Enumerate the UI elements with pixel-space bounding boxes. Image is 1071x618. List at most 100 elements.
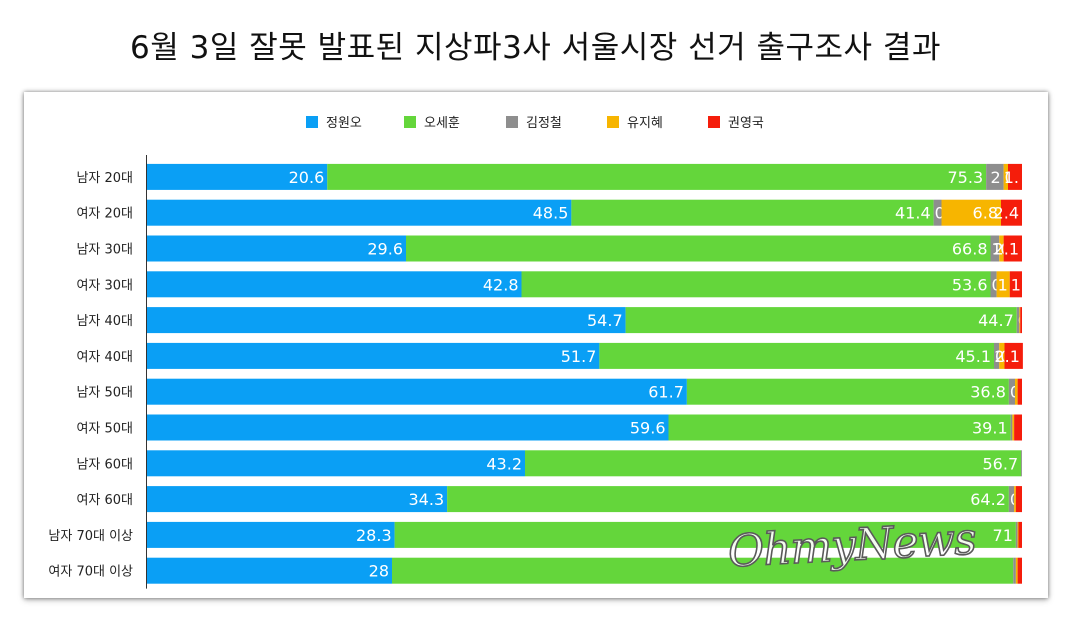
bar-segment [599,342,994,369]
bar-segment [147,486,448,513]
category-label: 남자 30대 [76,243,133,258]
bar-segment [1015,521,1018,548]
bar-segment [996,271,1010,298]
bar-segment [1003,163,1008,190]
legend: 정원오 오세훈 김정철 유지혜 권영국 [306,116,764,131]
legend-swatch [306,116,318,128]
bar-segment [1008,486,1015,513]
bar-segment [1017,557,1022,584]
category-label: 여자 20대 [76,207,133,222]
legend-swatch [506,116,518,128]
legend-swatch [708,116,720,128]
data-label: 42.8 [483,275,519,294]
data-label: 0 [1010,383,1020,402]
bar-segment [406,235,991,262]
data-label: 2.4 [994,204,1019,223]
bar-segment [1009,271,1022,298]
bar-segment [933,199,942,226]
bar-segment [1008,378,1015,405]
data-label: 1 [992,240,1002,259]
bar-segment [147,235,406,262]
legend-label: 김정철 [526,116,562,131]
bar-segment [990,271,997,298]
bar-segment [994,342,1000,369]
data-label: 1.4 [1011,275,1036,294]
legend-swatch [607,116,619,128]
data-label: 6.8 [973,204,998,223]
bar-segment [147,557,392,584]
bar-segment [1014,486,1016,513]
data-label: 0 [992,275,1002,294]
data-label: 44.7 [978,311,1014,330]
data-label: 29.6 [367,240,403,259]
bar-segment [1021,450,1022,477]
legend-label: 유지혜 [627,116,663,131]
bar-segment [394,521,1016,548]
category-label: 여자 30대 [76,278,133,293]
bar-segment [147,450,525,477]
bar-segment [1014,414,1022,441]
data-label: 61.7 [648,383,684,402]
data-label: 34.3 [409,490,445,509]
bar-segment [1001,199,1022,226]
bar-segment [686,378,1009,405]
data-label: 53.6 [952,275,988,294]
bar-segment [1004,342,1023,369]
category-label: 여자 50대 [76,422,133,437]
category-label: 여자 60대 [76,493,133,508]
data-label: 59.6 [630,419,666,438]
bar-segment [1015,378,1018,405]
data-label: 48.5 [533,204,569,223]
data-label: 54.7 [587,311,623,330]
bar-segment [147,521,395,548]
data-label: 43.2 [486,454,522,473]
bar-segment [1018,521,1022,548]
data-label: 0 [1018,311,1028,330]
data-label: 28.3 [356,526,392,545]
category-label: 여자 70대 이상 [48,565,133,580]
bar-segment [625,307,1017,334]
data-label: 71 [993,526,1013,545]
data-label: 28 [369,562,389,581]
legend-label: 정원오 [326,116,362,131]
bar-segment [447,486,1009,513]
data-label: 51.7 [561,347,597,366]
data-label: 20.6 [289,168,325,187]
bar-segment [327,163,987,190]
bar-segment [1015,557,1018,584]
category-label: 남자 50대 [76,386,133,401]
bar-segment [999,342,1005,369]
data-label: 41.4 [895,204,931,223]
bar-segment [1016,307,1020,334]
bar-segment [1019,307,1021,334]
data-label: 2.1 [994,240,1019,259]
data-label: 39.1 [972,419,1008,438]
legend-label: 권영국 [728,116,764,131]
bar-segment [521,271,991,298]
bar-segment [1010,414,1013,441]
bar-segment [668,414,1011,441]
data-label: 75.3 [948,168,984,187]
bar-segment [147,342,600,369]
bar-segment [147,378,687,405]
bar-segment [1015,486,1022,513]
category-label: 남자 40대 [76,314,133,329]
data-label: 2 [990,168,1000,187]
category-label: 남자 70대 이상 [48,529,133,544]
data-label: 36.8 [970,383,1006,402]
legend-label: 오세훈 [424,116,460,131]
bar-segment [1012,414,1015,441]
data-label: 64.2 [970,490,1006,509]
data-label: 2.1 [994,347,1019,366]
bar-segment [147,271,522,298]
bar-segment [941,199,1001,226]
bar-segment [1013,557,1016,584]
bar-segment [986,163,1004,190]
legend-swatch [404,116,416,128]
bar-segment [1017,521,1019,548]
bar-segment [990,235,1000,262]
data-label: 1 [998,275,1008,294]
bar-segment [392,557,1014,584]
